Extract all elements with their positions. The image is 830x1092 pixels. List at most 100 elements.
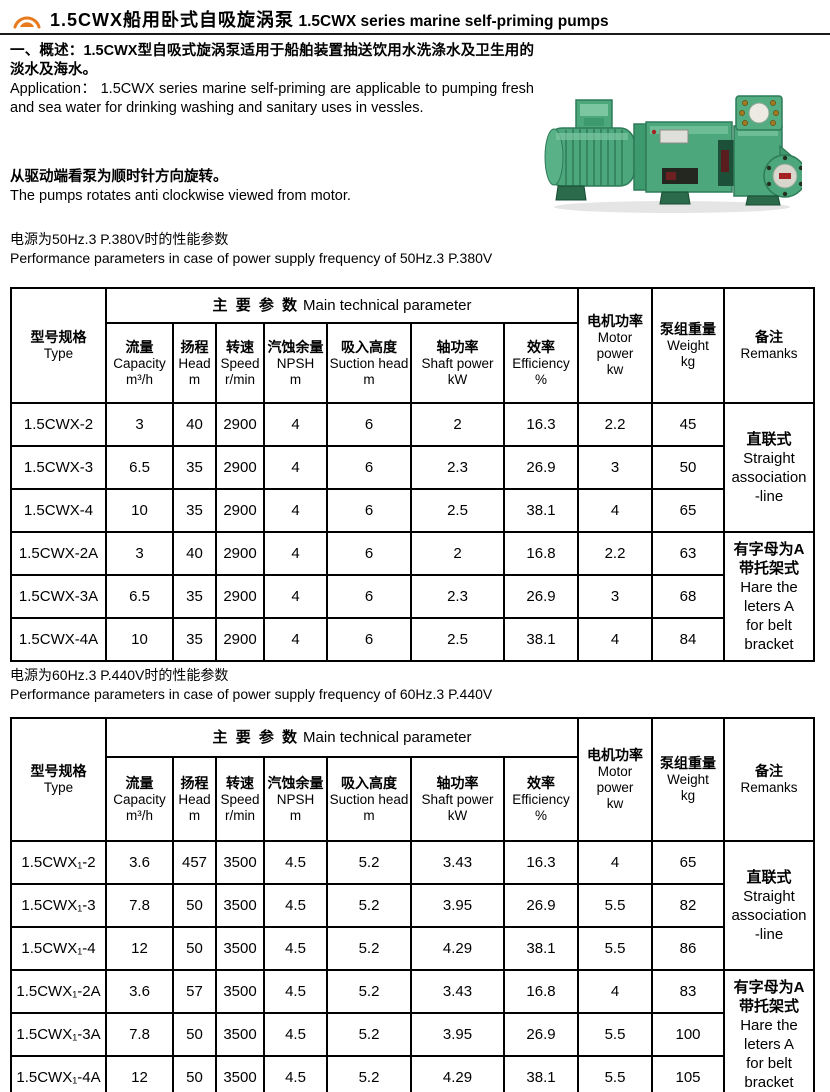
cell-value: 4 (263, 574, 328, 619)
cell-value: 5.5 (577, 1055, 653, 1092)
cell-value: 5.2 (326, 926, 412, 971)
cell-value: 3 (105, 531, 174, 576)
header-cell-sub-5: 轴功率 Shaft power kW (410, 756, 505, 842)
marine-self-priming-pump-photo (542, 88, 807, 218)
cell-value: 3500 (215, 969, 265, 1014)
cell-value: 35 (172, 574, 217, 619)
cell-model: 1.5CWX-2A (10, 531, 107, 576)
header-cell-outer-2: 备注 Remanks (723, 717, 815, 842)
cell-model: 1.5CWX₁-3A (10, 1012, 107, 1057)
header-cell-sub-3: 汽蚀余量 NPSH m (263, 322, 328, 404)
cell-value: 50 (172, 926, 217, 971)
cell-value: 4.5 (263, 969, 328, 1014)
cell-value: 3.95 (410, 883, 505, 928)
cell-value: 38.1 (503, 1055, 579, 1092)
table-row: 1.5CWX₁-3A 7.8 50 3500 4.5 5.2 3.95 26.9 5.5 100 (10, 1012, 814, 1057)
cell-model: 1.5CWX-4A (10, 617, 107, 662)
cell-value: 12 (105, 1055, 174, 1092)
cell-value: 5.2 (326, 883, 412, 928)
cell-value: 4 (263, 445, 328, 490)
cell-value: 16.3 (503, 840, 579, 885)
cell-value: 2.5 (410, 488, 505, 533)
cell-value: 6 (326, 617, 412, 662)
cell-value: 4 (577, 840, 653, 885)
cell-value: 45 (651, 402, 725, 447)
cell-value: 3.43 (410, 969, 505, 1014)
cell-value: 2.5 (410, 617, 505, 662)
cell-value: 16.8 (503, 969, 579, 1014)
cell-value: 40 (172, 402, 217, 447)
cell-value: 6 (326, 531, 412, 576)
cell-value: 4.29 (410, 1055, 505, 1092)
cell-value: 4 (263, 402, 328, 447)
section-title-50hz-zh: 电源为50Hz.3 P.380V时的性能参数 (10, 231, 229, 247)
cell-value: 2 (410, 402, 505, 447)
cell-value: 2.3 (410, 445, 505, 490)
cell-value: 35 (172, 445, 217, 490)
cell-model: 1.5CWX₁-2A (10, 969, 107, 1014)
header-cell-type: 型号规格 Type (10, 287, 107, 404)
cell-value: 2900 (215, 531, 265, 576)
section-title-60hz: 电源为60Hz.3 P.440V时的性能参数 Performance param… (10, 666, 710, 703)
table-row: 1.5CWX₁-2 3.6 457 3500 4.5 5.2 3.43 16.3 4 65 直联式 S… (10, 840, 815, 971)
application-paragraph-en: Application： 1.5CWX series marine self-p… (10, 81, 534, 116)
cell-value: 65 (651, 840, 725, 885)
cell-value: 35 (172, 488, 217, 533)
header-cell-outer-1: 泵组重量 Weight kg (651, 717, 725, 842)
cell-value: 457 (172, 840, 217, 885)
cell-value: 3500 (215, 926, 265, 971)
cell-value: 5.2 (326, 1055, 412, 1092)
page-title-en: 1.5CWX series marine self-priming pumps (298, 13, 609, 30)
cell-value: 26.9 (503, 574, 579, 619)
page-title-zh: 1.5CWX船用卧式自吸旋涡泵 (50, 10, 295, 30)
cell-value: 4 (263, 531, 328, 576)
pump-illustration (544, 95, 807, 213)
cell-value: 38.1 (503, 926, 579, 971)
cell-value: 82 (651, 883, 725, 928)
cell-value: 105 (651, 1055, 725, 1092)
cell-value: 40 (172, 531, 217, 576)
cell-value: 50 (651, 445, 725, 490)
header-cell-sub-0: 流量 Capacity m³/h (105, 322, 174, 404)
cell-value: 3 (577, 445, 653, 490)
header-row-main: 型号规格 Type 主 要 参 数 Main technical parameter 电… (10, 287, 815, 404)
cell-value: 68 (651, 574, 725, 619)
header-cell-main-group: 主 要 参 数 Main technical parameter (105, 717, 579, 758)
overview-block: 一、概述：1.5CWX型自吸式旋涡泵适用于船舶装置抽送饮用水洗涤水及卫生用的淡水… (10, 42, 534, 118)
title-divider (0, 33, 830, 35)
cell-value: 6 (326, 574, 412, 619)
cell-value: 2900 (215, 445, 265, 490)
cell-remarks: 直联式 Straight association -line (723, 402, 815, 533)
cell-value: 6 (326, 488, 412, 533)
header-cell-sub-0: 流量 Capacity m³/h (105, 756, 174, 842)
cell-value: 4 (263, 488, 328, 533)
cell-value: 5.2 (326, 840, 412, 885)
performance-table: 型号规格 Type 主 要 参 数 Main technical parameter 电… (10, 287, 815, 662)
table-row: 1.5CWX-3A 6.5 35 2900 4 6 2.3 26.9 3 68 (10, 574, 814, 619)
table-row: 1.5CWX-2 3 40 2900 4 6 2 16.3 2.2 45 直联式 Straight as… (10, 402, 815, 533)
table-row: 1.5CWX₁-2A 3.6 57 3500 4.5 5.2 3.43 16.8 4 83 有字母为… (10, 969, 815, 1092)
sunrise-arc-icon (13, 16, 41, 29)
header-cell-outer-2: 备注 Remanks (723, 287, 815, 404)
cell-value: 5.5 (577, 926, 653, 971)
page-title: 1.5CWX船用卧式自吸旋涡泵 1.5CWX series marine sel… (50, 6, 609, 32)
cell-value: 3.6 (105, 969, 174, 1014)
header-cell-sub-1: 扬程 Head m (172, 322, 217, 404)
cell-value: 3500 (215, 883, 265, 928)
header-cell-sub-6: 效率 Efficiency% (503, 322, 579, 404)
header-cell-type: 型号规格 Type (10, 717, 107, 842)
cell-value: 5.2 (326, 1012, 412, 1057)
cell-value: 3 (577, 574, 653, 619)
cell-model: 1.5CWX₁-4A (10, 1055, 107, 1092)
cell-value: 16.3 (503, 402, 579, 447)
cell-value: 6.5 (105, 574, 174, 619)
cell-value: 4 (263, 617, 328, 662)
cell-value: 65 (651, 488, 725, 533)
header-cell-outer-0: 电机功率 Motor power kw (577, 717, 653, 842)
header-cell-sub-2: 转速 Speed r/min (215, 322, 265, 404)
table-row: 1.5CWX₁-4 12 50 3500 4.5 5.2 4.29 38.1 5.5 86 (10, 926, 814, 971)
cell-remarks: 直联式 Straight association -line (723, 840, 815, 971)
